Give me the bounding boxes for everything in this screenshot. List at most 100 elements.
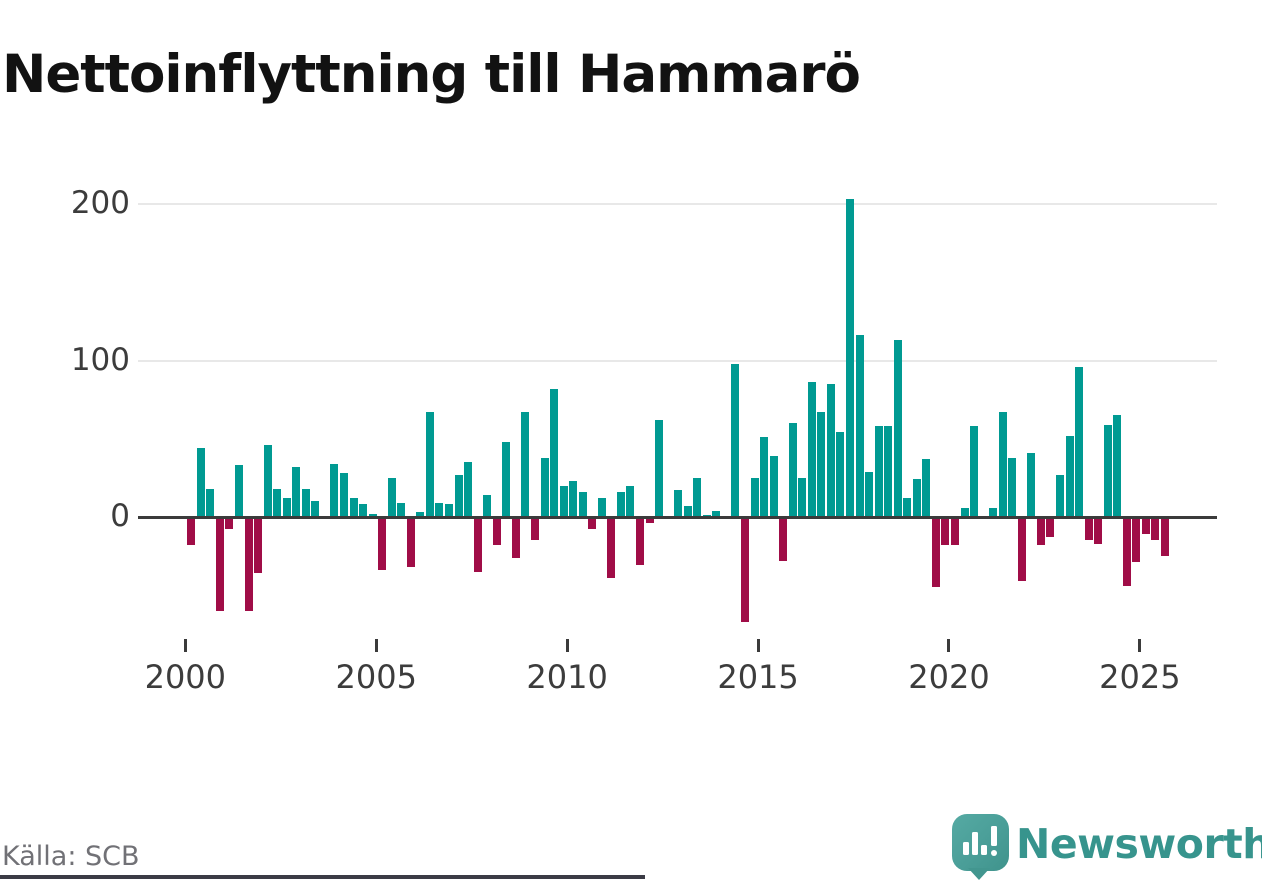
bar-2016Q4 — [826, 383, 835, 517]
bar-2008Q4 — [521, 412, 530, 517]
bar-2022Q4 — [1055, 474, 1064, 517]
bar-2006Q1 — [416, 512, 425, 517]
bar-2001Q3 — [244, 518, 253, 611]
bar-2007Q4 — [483, 495, 492, 517]
bar-2005Q1 — [378, 518, 387, 571]
bar-2014Q3 — [740, 518, 749, 622]
bar-2024Q1 — [1103, 424, 1112, 517]
x-axis-label-2015: 2015 — [717, 658, 799, 696]
bar-2010Q1 — [569, 481, 578, 517]
bar-2000Q4 — [215, 518, 224, 611]
bar-2002Q4 — [292, 466, 301, 517]
source-label: Källa: SCB — [2, 841, 140, 872]
bar-2011Q3 — [626, 485, 635, 517]
x-tick-2000 — [183, 639, 187, 652]
bar-2008Q3 — [511, 518, 520, 558]
bar-2002Q1 — [263, 445, 272, 517]
bar-2016Q3 — [817, 412, 826, 517]
bar-2008Q1 — [492, 518, 501, 546]
bar-2004Q1 — [340, 473, 349, 517]
bar-2013Q1 — [683, 506, 692, 517]
bar-2019Q4 — [941, 518, 950, 546]
bar-2024Q2 — [1113, 415, 1122, 517]
logo-chart-bar-2 — [972, 832, 978, 855]
bar-2008Q2 — [502, 441, 511, 517]
logo-chart-bar-1 — [963, 842, 969, 855]
bar-2004Q3 — [359, 504, 368, 517]
bar-2023Q4 — [1094, 518, 1103, 544]
bar-2012Q1 — [645, 518, 654, 524]
bar-2014Q2 — [731, 363, 740, 517]
gridline-200 — [138, 203, 1217, 205]
bar-2010Q3 — [588, 518, 597, 530]
bar-2017Q1 — [836, 432, 845, 517]
bar-2012Q2 — [655, 419, 664, 517]
bar-2020Q3 — [970, 426, 979, 517]
bar-2015Q4 — [788, 423, 797, 517]
chart-title: Nettoinflyttning till Hammarö — [2, 43, 861, 105]
bar-2015Q2 — [769, 455, 778, 517]
x-tick-2020 — [947, 639, 951, 652]
bar-2001Q4 — [254, 518, 263, 574]
bar-2009Q2 — [540, 457, 549, 517]
bar-2006Q3 — [435, 502, 444, 517]
x-axis-label-2005: 2005 — [335, 658, 417, 696]
bar-2018Q4 — [903, 498, 912, 517]
bar-2011Q4 — [635, 518, 644, 566]
bar-2011Q1 — [607, 518, 616, 578]
x-tick-2015 — [756, 639, 760, 652]
bar-2022Q1 — [1027, 452, 1036, 517]
bar-2003Q4 — [330, 463, 339, 517]
bar-2019Q3 — [931, 518, 940, 588]
bar-2015Q3 — [779, 518, 788, 561]
bar-2004Q2 — [349, 498, 358, 517]
x-axis-label-2020: 2020 — [908, 658, 990, 696]
bar-2018Q2 — [884, 426, 893, 517]
bar-2019Q1 — [912, 479, 921, 517]
x-axis-label-2010: 2010 — [526, 658, 608, 696]
bar-2017Q2 — [845, 199, 854, 517]
bar-2000Q3 — [206, 488, 215, 517]
bar-2009Q3 — [550, 388, 559, 517]
bar-2016Q2 — [807, 382, 816, 517]
bar-2007Q1 — [454, 474, 463, 517]
bar-2002Q3 — [282, 498, 291, 517]
bar-2023Q2 — [1075, 366, 1084, 517]
x-axis-label-2000: 2000 — [144, 658, 227, 696]
y-axis-label-100: 100 — [70, 341, 130, 378]
newsworthy-wordmark: Newsworthy — [1016, 820, 1262, 868]
bar-2017Q3 — [855, 335, 864, 517]
bar-2003Q1 — [301, 488, 310, 517]
bar-2007Q3 — [473, 518, 482, 572]
newsworthy-bubble-tail — [968, 868, 990, 880]
logo-chart-bar-3 — [981, 845, 987, 855]
bar-2018Q3 — [893, 340, 902, 517]
newsworthy-bubble-icon — [952, 814, 1009, 871]
zero-axis-line — [138, 516, 1217, 519]
bar-2009Q4 — [559, 485, 568, 517]
bar-2015Q1 — [760, 437, 769, 517]
bar-2019Q2 — [922, 459, 931, 517]
bar-2024Q4 — [1132, 518, 1141, 563]
bar-2012Q4 — [674, 490, 683, 517]
bar-2020Q2 — [960, 507, 969, 517]
x-tick-2005 — [374, 639, 378, 652]
logo-exclamation-dot — [991, 850, 997, 856]
bar-2025Q1 — [1141, 518, 1150, 535]
bar-2005Q3 — [397, 502, 406, 517]
bar-2017Q4 — [865, 471, 874, 517]
bar-2011Q2 — [616, 491, 625, 517]
bar-2013Q2 — [693, 477, 702, 517]
bar-2021Q4 — [1017, 518, 1026, 582]
bar-2016Q1 — [798, 477, 807, 517]
bar-2007Q2 — [464, 462, 473, 517]
bar-2023Q3 — [1084, 518, 1093, 541]
bar-2000Q2 — [196, 448, 205, 517]
bar-2003Q2 — [311, 501, 320, 517]
bar-2000Q1 — [187, 518, 196, 546]
y-axis-label-0: 0 — [110, 498, 130, 534]
bar-2020Q1 — [950, 518, 959, 546]
bar-2009Q1 — [530, 518, 539, 541]
bar-2025Q2 — [1151, 518, 1160, 541]
